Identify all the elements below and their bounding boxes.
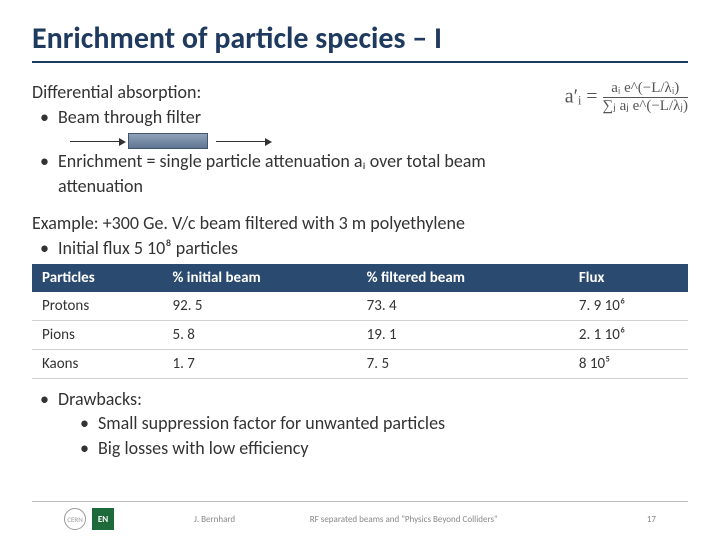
drawbacks-items: Small suppression factor for unwanted pa… bbox=[32, 411, 688, 460]
cell: Kaons bbox=[32, 350, 162, 379]
footer-logos: CERN EN bbox=[64, 508, 114, 530]
bullet-beam-filter: Beam through filter bbox=[40, 105, 547, 149]
en-logo-icon: EN bbox=[92, 508, 114, 530]
col-flux: Flux bbox=[569, 264, 688, 292]
cell: Pions bbox=[32, 321, 162, 350]
cell: Protons bbox=[32, 292, 162, 321]
col-particles: Particles bbox=[32, 264, 162, 292]
bullet-text: Beam through filter bbox=[58, 106, 201, 128]
footer-talk-title: RF separated beams and "Physics Beyond C… bbox=[310, 514, 498, 525]
cell: 1. 7 bbox=[162, 350, 356, 379]
drawback-item: Big losses with low efficiency bbox=[80, 436, 688, 460]
cern-logo-icon: CERN bbox=[64, 508, 86, 530]
cell: 8 10⁵ bbox=[569, 350, 688, 379]
data-table: Particles % initial beam % filtered beam… bbox=[32, 264, 688, 379]
table-body: Protons 92. 5 73. 4 7. 9 10⁶ Pions 5. 8 … bbox=[32, 292, 688, 379]
cell: 5. 8 bbox=[162, 321, 356, 350]
example-heading: Example: +300 Ge. V/c beam filtered with… bbox=[32, 212, 688, 234]
drawbacks-heading: Drawbacks: bbox=[40, 387, 688, 411]
cell: 2. 1 10⁶ bbox=[569, 321, 688, 350]
cell: 92. 5 bbox=[162, 292, 356, 321]
beam-diagram bbox=[70, 133, 547, 149]
filter-box bbox=[128, 133, 208, 149]
table-row: Kaons 1. 7 7. 5 8 10⁵ bbox=[32, 350, 688, 379]
table-row: Pions 5. 8 19. 1 2. 1 10⁶ bbox=[32, 321, 688, 350]
footer-author: J. Bernhard bbox=[194, 514, 235, 525]
footer-page-number: 17 bbox=[647, 514, 656, 525]
drawbacks-section: Drawbacks: Small suppression factor for … bbox=[32, 387, 688, 460]
formula-denominator: ∑ⱼ aⱼ e^(−L/λⱼ) bbox=[603, 97, 688, 115]
table-row: Protons 92. 5 73. 4 7. 9 10⁶ bbox=[32, 292, 688, 321]
drawback-item: Small suppression factor for unwanted pa… bbox=[80, 411, 688, 435]
arrow-right bbox=[216, 141, 266, 142]
arrow-left bbox=[70, 141, 120, 142]
example-bullet: Initial flux 5 10⁸ particles bbox=[40, 236, 688, 260]
table-header-row: Particles % initial beam % filtered beam… bbox=[32, 264, 688, 292]
intro-row: Differential absorption: Beam through fi… bbox=[32, 81, 688, 198]
example-bullets: Initial flux 5 10⁸ particles bbox=[32, 236, 688, 260]
table-header: Particles % initial beam % filtered beam… bbox=[32, 264, 688, 292]
title-divider bbox=[32, 61, 688, 63]
cell: 19. 1 bbox=[357, 321, 569, 350]
intro-text: Differential absorption: Beam through fi… bbox=[32, 81, 547, 198]
slide: Enrichment of particle species – I Diffe… bbox=[0, 0, 720, 460]
cell: 7. 5 bbox=[357, 350, 569, 379]
bullet-enrichment: Enrichment = single particle attenuation… bbox=[40, 149, 547, 198]
cell: 73. 4 bbox=[357, 292, 569, 321]
col-initial: % initial beam bbox=[162, 264, 356, 292]
formula-lhs: a′ᵢ = bbox=[565, 85, 598, 107]
formula-numerator: aᵢ e^(−L/λᵢ) bbox=[603, 81, 688, 97]
intro-bullets: Beam through filter Enrichment = single … bbox=[32, 105, 547, 198]
drawbacks-outer: Drawbacks: bbox=[32, 387, 688, 411]
cell: 7. 9 10⁶ bbox=[569, 292, 688, 321]
col-filtered: % filtered beam bbox=[357, 264, 569, 292]
footer: CERN EN J. Bernhard RF separated beams a… bbox=[32, 501, 688, 530]
formula: a′ᵢ = aᵢ e^(−L/λᵢ) ∑ⱼ aⱼ e^(−L/λⱼ) bbox=[555, 81, 688, 115]
formula-fraction: aᵢ e^(−L/λᵢ) ∑ⱼ aⱼ e^(−L/λⱼ) bbox=[603, 81, 688, 115]
intro-heading: Differential absorption: bbox=[32, 81, 547, 103]
page-title: Enrichment of particle species – I bbox=[32, 20, 688, 57]
